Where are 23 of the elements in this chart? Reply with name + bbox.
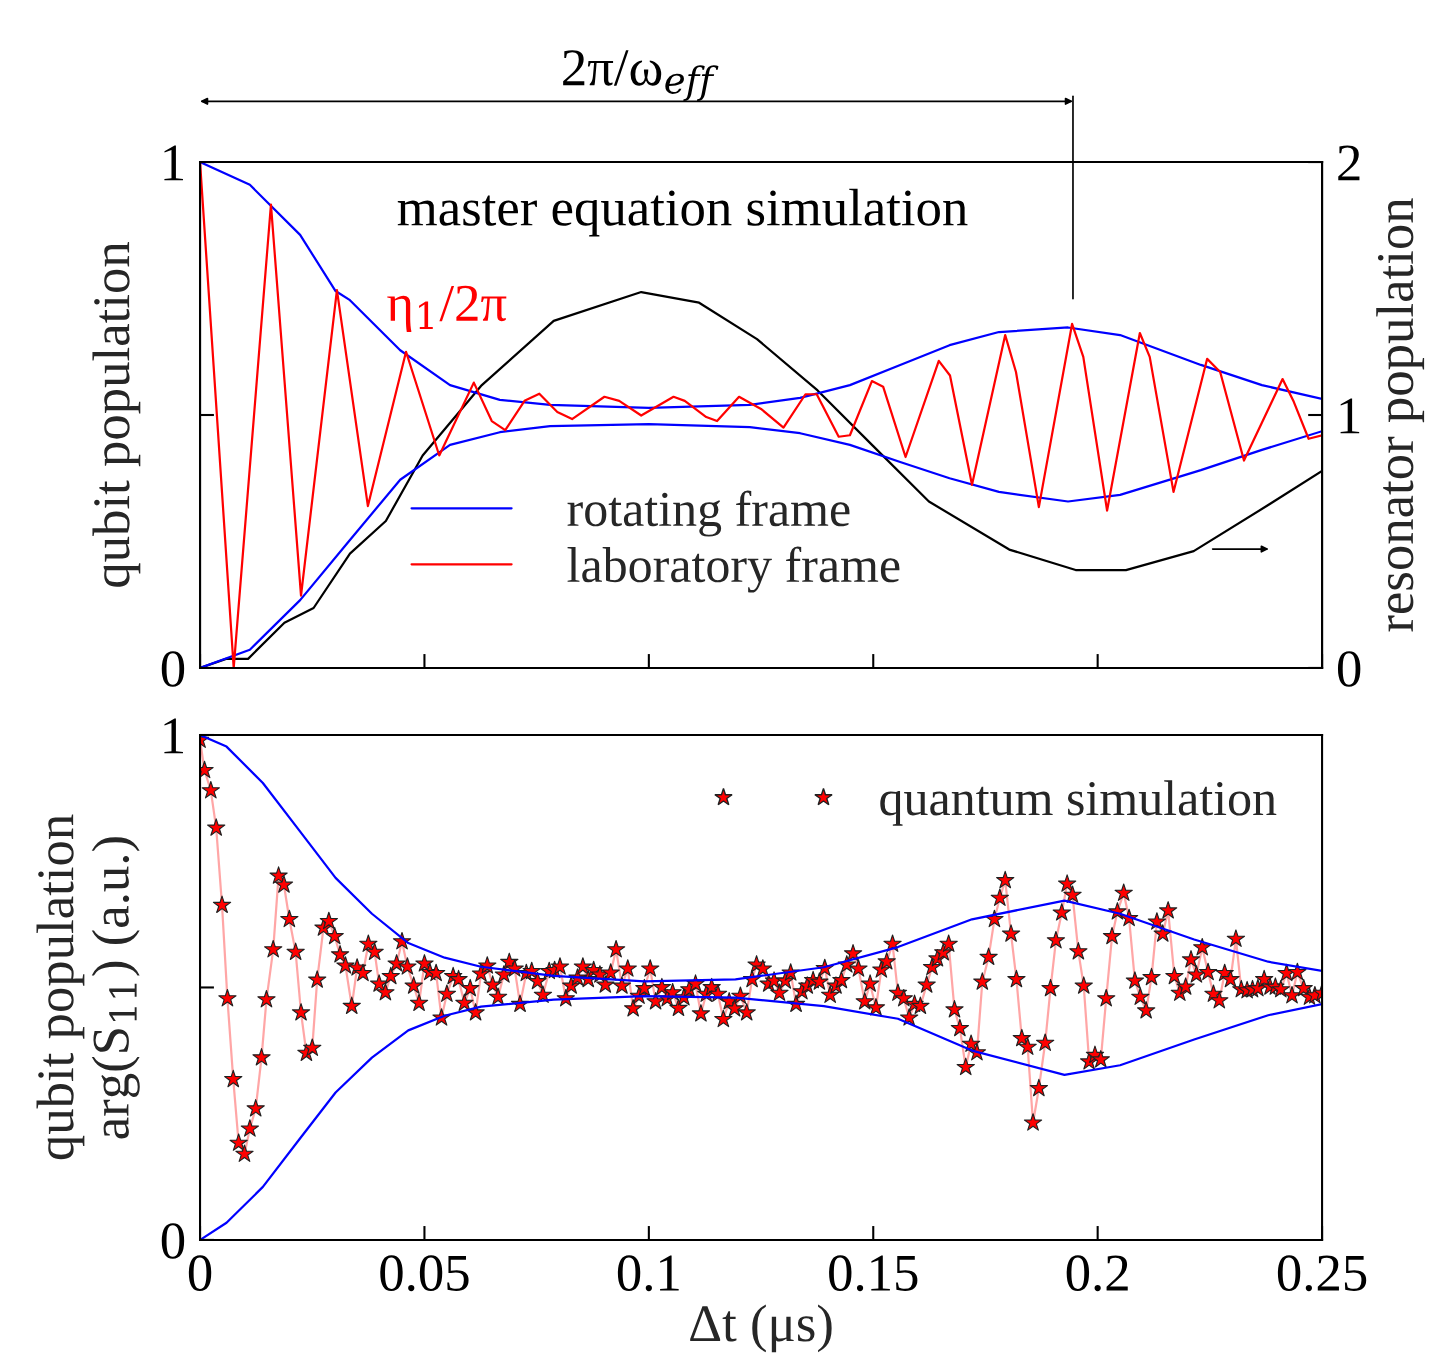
y-tick-label: 0: [161, 1223, 185, 1259]
y-tick-label: 0: [161, 651, 185, 687]
x-tick-label: 0.25: [1277, 1255, 1367, 1292]
y-tick-label: 1: [164, 718, 183, 754]
x-axis-title: Δt (μs): [690, 1304, 832, 1353]
x-tick-label: 0.1: [617, 1255, 679, 1292]
y-axis-title: qubit population arg(S$_{11}$) (a.u.): [36, 814, 140, 1160]
x-tick-label: 0.05: [380, 1255, 469, 1292]
x-tick-label: 0: [188, 1255, 212, 1291]
y2-axis-title: resonator population: [1376, 198, 1425, 632]
legend-label: rotating frame: [567, 490, 850, 537]
y2-tick-label: 1: [1340, 398, 1360, 434]
x-tick-label: 0.15: [829, 1255, 918, 1292]
annotation: η$_{1}$/2π: [387, 285, 507, 332]
annotation: master equation simulation: [397, 188, 968, 237]
x-tick-label: 0.2: [1066, 1255, 1128, 1292]
y-axis-title: qubit population: [92, 242, 141, 587]
y2-tick-label: 2: [1338, 145, 1360, 181]
legend-label: quantum simulation: [880, 780, 1277, 826]
y-tick-label: 1: [164, 145, 183, 181]
text: 2π/ω$_{eff}$: [563, 50, 719, 102]
y2-tick-label: 0: [1337, 651, 1361, 687]
legend-label: laboratory frame: [567, 546, 900, 593]
